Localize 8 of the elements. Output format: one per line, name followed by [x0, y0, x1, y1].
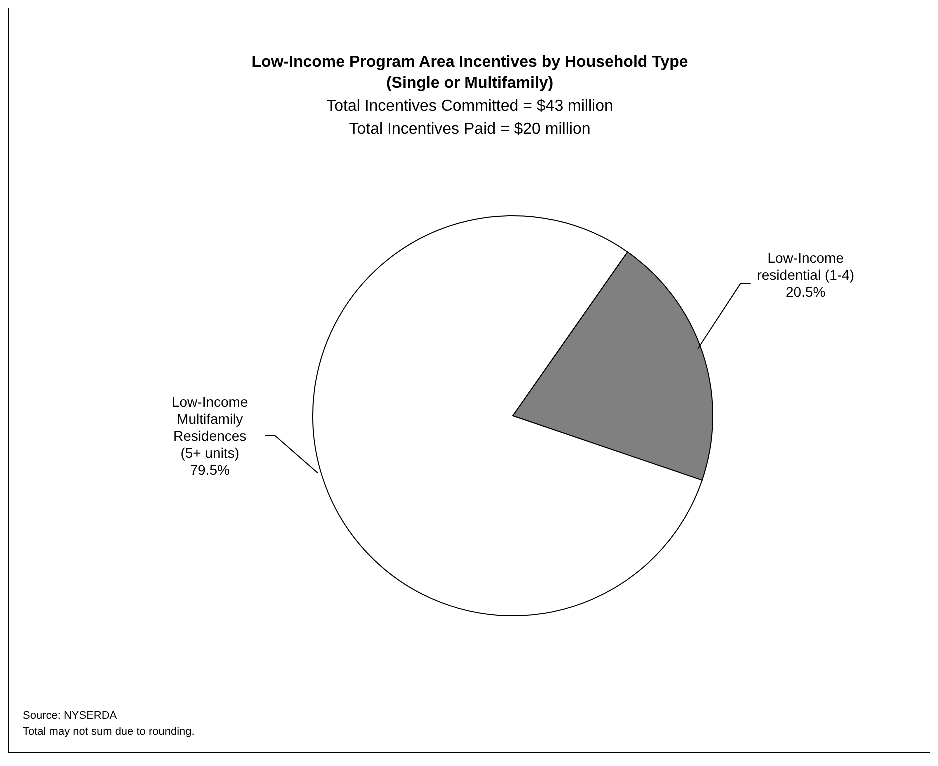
source-note: Source: NYSERDA [23, 709, 118, 724]
slice-label: Low-Income residential (1-4) [757, 250, 855, 284]
chart-subtitle: Total Incentives Committed = $43 million Total Incentives Paid = $20 million [326, 97, 614, 140]
data-label: 79.5% [190, 462, 230, 478]
text: Total may not sum due to rounding. [23, 725, 195, 740]
chart-title: Low-Income Program Area Incentives by Household Type (Single or Multifamily) [250, 53, 690, 94]
slice-label: Low-Income Multifamily Residences (5+ units) [172, 394, 248, 461]
data-label: 20.5% [786, 284, 826, 300]
